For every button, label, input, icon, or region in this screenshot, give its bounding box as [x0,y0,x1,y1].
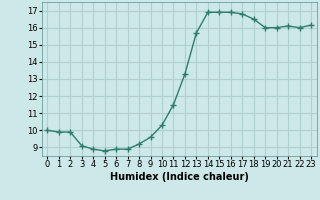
X-axis label: Humidex (Indice chaleur): Humidex (Indice chaleur) [110,172,249,182]
